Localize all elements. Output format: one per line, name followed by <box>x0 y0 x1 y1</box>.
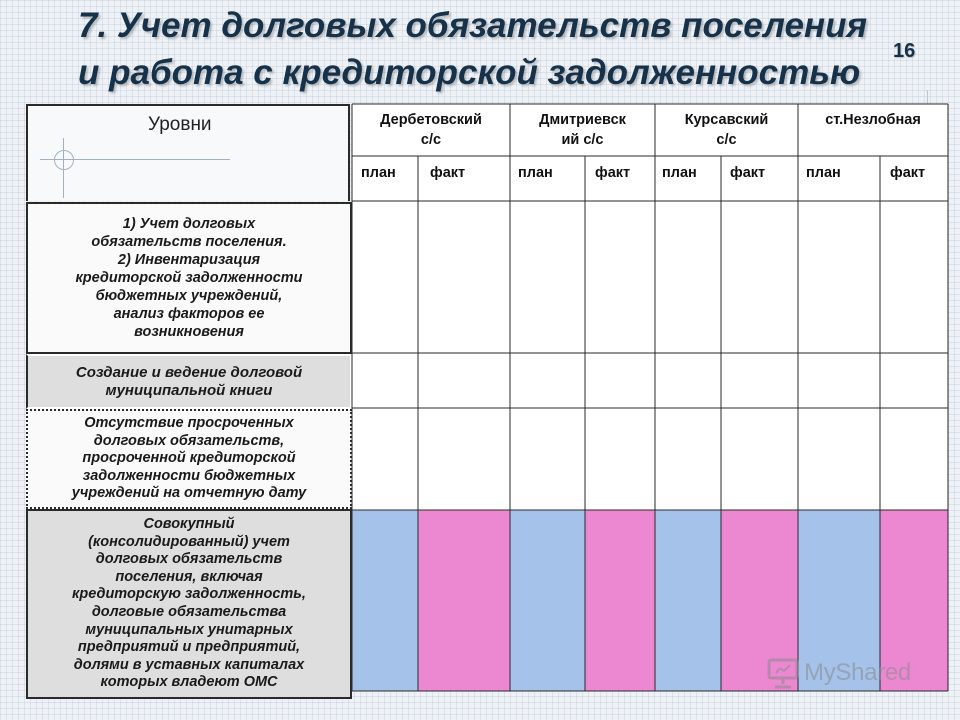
settlement-header-kursavsky: Курсавский с/с <box>655 110 798 150</box>
settlement-name: ст.Незлобная <box>825 112 921 128</box>
plan-header: план <box>518 165 553 181</box>
row-4-line: предприятий и предприятий, <box>77 639 301 656</box>
row-4-line: долями в уставных капиталах <box>73 656 305 673</box>
settlement-header-st-nezlobnaya: ст.Незлобная <box>798 110 948 130</box>
row-4-line: долговых обязательств <box>95 551 283 568</box>
grid-background <box>352 104 948 691</box>
row-label-consolidated: Совокупный (консолидированный) учет долг… <box>26 509 352 699</box>
levels-label: Уровни <box>148 114 212 135</box>
plan-cell-filled <box>352 510 418 691</box>
fact-header: факт <box>430 165 466 181</box>
row-3-line: задолженности бюджетных <box>82 467 296 484</box>
row-3-line: Отсутствие просроченных <box>84 415 294 432</box>
decorative-crosshair-circle <box>54 150 74 170</box>
row-4-line: долговые обязательства <box>91 604 287 620</box>
slide-title-line-1: 7. Учет долговых обязательств поселения <box>78 6 868 45</box>
settlement-header-derbetovsky: Дербетовский с/с <box>352 110 510 150</box>
watermark: MyShared <box>766 656 911 690</box>
slide-number: 16 <box>893 40 916 62</box>
row-4-line: которых владеют ОМС <box>100 674 278 691</box>
settlement-name: Курсавский <box>684 112 769 128</box>
row-label-debt-book: Создание и ведение долговой муниципально… <box>26 354 352 409</box>
fact-header: факт <box>730 165 766 181</box>
presentation-board-icon <box>767 658 799 689</box>
fact-cell-filled <box>418 510 510 691</box>
row-1-line: кредиторской задолженности <box>75 270 303 286</box>
fact-header: факт <box>595 165 631 181</box>
row-3-line: учреждений на отчетную дату <box>71 485 307 502</box>
row-2-line: муниципальной книги <box>105 381 273 399</box>
settlement-name: ий с/с <box>561 132 604 148</box>
decorative-crosshair-horizontal <box>40 159 230 160</box>
row-1-line: 1) Учет долговых <box>122 216 256 232</box>
plan-header: план <box>806 165 841 181</box>
row-1-line: возникновения <box>134 324 244 340</box>
settlement-name: Дмитриевск <box>539 112 626 128</box>
row-label-no-overdue: Отсутствие просроченных долговых обязате… <box>26 409 352 509</box>
slide-title: 7. Учет долговых обязательств поселения … <box>78 2 867 96</box>
row-4-line: муниципальных унитарных <box>85 621 293 638</box>
settlement-name: Дербетовский <box>380 112 482 128</box>
row-1-line: бюджетных учреждений, <box>95 288 283 304</box>
row-4-line: (консолидированный) учет <box>88 533 290 550</box>
levels-header-cell <box>26 104 350 201</box>
row-4-line: поселения, включая <box>115 568 263 585</box>
row-2-line: Создание и ведение долговой <box>75 363 303 381</box>
fact-header: факт <box>890 165 926 181</box>
row-3-line: просроченной кредиторской <box>82 450 296 467</box>
plan-header: план <box>361 165 396 181</box>
slide-title-line-2: и работа с кредиторской задолженностью <box>78 53 861 92</box>
row-4-line: кредиторскую задолженность, <box>72 586 306 603</box>
settlement-header-dmitrievsky: Дмитриевск ий с/с <box>510 110 655 150</box>
fact-cell-filled <box>585 510 655 691</box>
row-1-line: обязательств поселения. <box>91 234 287 250</box>
watermark-text: MyShared <box>804 659 911 686</box>
plan-cell-filled <box>510 510 585 691</box>
plan-header: план <box>662 165 697 181</box>
row-label-debt-accounting: 1) Учет долговых обязательств поселения.… <box>26 202 352 354</box>
plan-cell-filled <box>655 510 721 691</box>
row-4-line: Совокупный <box>143 516 235 533</box>
row-3-line: долговых обязательств, <box>93 432 285 449</box>
settlement-name: с/с <box>716 132 737 148</box>
row-1-line: 2) Инвентаризация <box>117 252 261 268</box>
settlement-name: с/с <box>420 132 442 148</box>
row-1-line: анализ факторов ее <box>113 306 265 322</box>
